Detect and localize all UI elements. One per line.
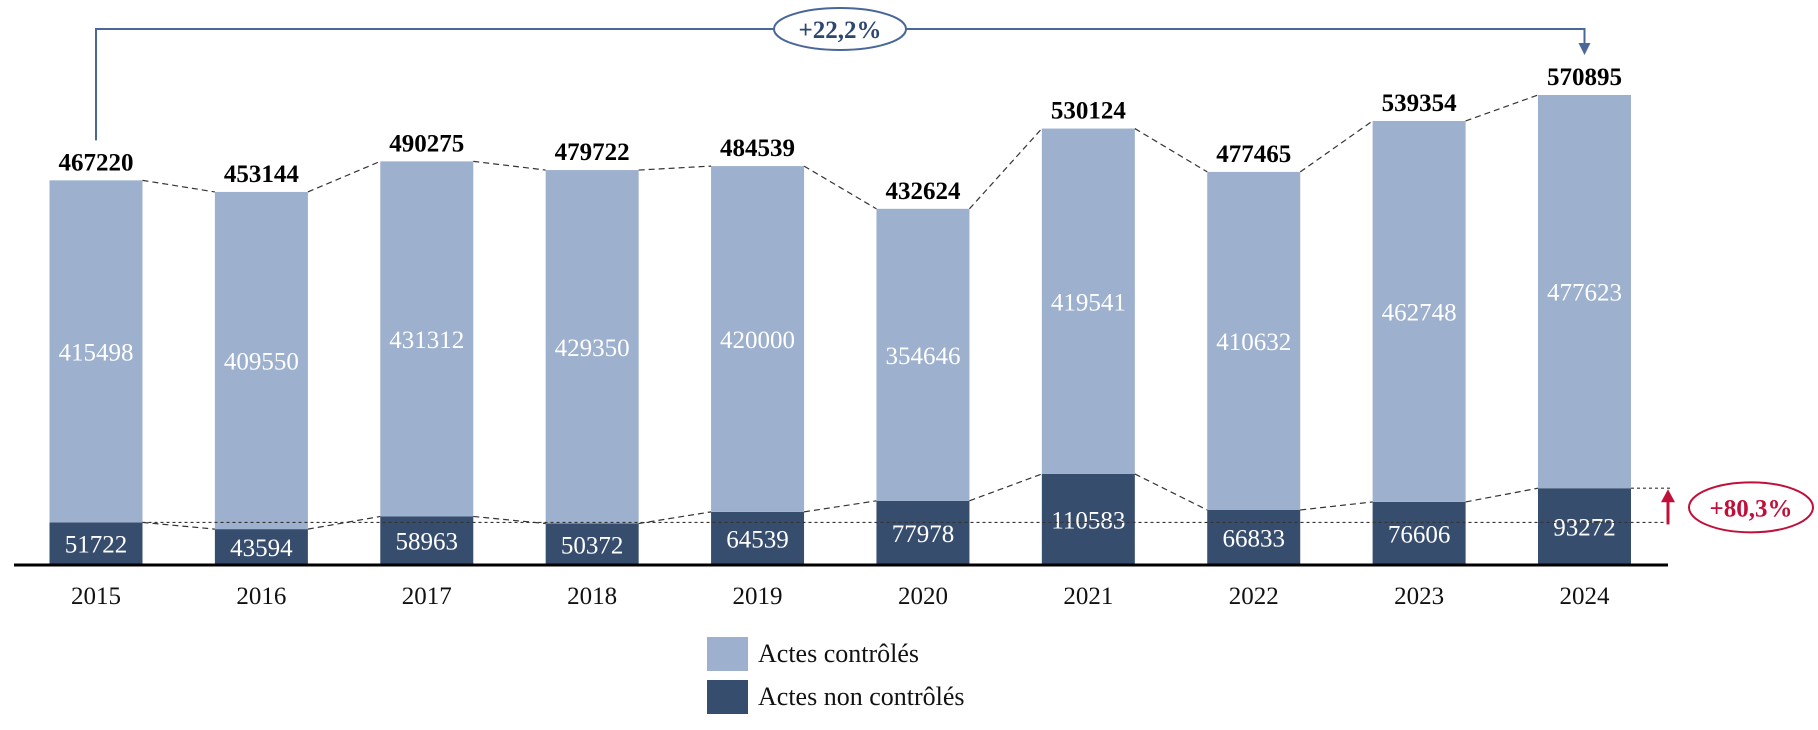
data-label-controlled-2017: 431312 (389, 327, 464, 354)
bar-controlled-2022 (1207, 171, 1301, 510)
total-label-2020: 432624 (885, 178, 961, 205)
bar-non-controlled-2016 (214, 529, 308, 565)
data-label-controlled-2015: 415498 (59, 339, 134, 366)
legend-item-non-controlled: Actes non contrôlés (707, 675, 965, 718)
data-label-controlled-2016: 409550 (224, 349, 299, 376)
total-connector-2015 (142, 179, 215, 193)
non-controlled-connector-2022 (1300, 501, 1373, 511)
legend-item-controlled: Actes contrôlés (707, 632, 965, 675)
non-controlled-connector-2021 (1134, 473, 1208, 511)
total-connector-2023 (1465, 94, 1539, 122)
legend-swatch-non-controlled (707, 679, 748, 714)
bar-controlled-2020 (876, 208, 970, 501)
data-label-non-controlled-2015: 51722 (65, 532, 128, 559)
non-controlled-connector-2023 (1465, 487, 1539, 503)
x-tick-label-2024: 2024 (1560, 583, 1611, 610)
bar-controlled-2019 (711, 166, 805, 512)
total-connector-2018 (638, 165, 712, 171)
data-label-non-controlled-2022: 66833 (1222, 525, 1285, 552)
data-label-controlled-2019: 420000 (720, 327, 795, 354)
growth-arrow-up-icon (1661, 489, 1675, 503)
x-tick-label-2023: 2023 (1394, 583, 1444, 610)
total-label-2017: 490275 (389, 130, 464, 157)
non-controlled-growth-label: +80,3% (1710, 495, 1793, 522)
bar-non-controlled-2017 (380, 516, 474, 565)
total-label-2015: 467220 (59, 149, 134, 176)
x-tick-label-2022: 2022 (1229, 583, 1279, 610)
data-label-controlled-2020: 354646 (885, 343, 960, 370)
legend-label-non-controlled: Actes non contrôlés (758, 681, 965, 711)
total-connector-2020 (969, 128, 1043, 210)
data-label-controlled-2021: 419541 (1051, 289, 1126, 316)
data-label-controlled-2018: 429350 (555, 335, 630, 362)
non-controlled-connector-2018 (638, 511, 712, 525)
x-tick-label-2015: 2015 (71, 583, 121, 610)
bar-non-controlled-2023 (1372, 501, 1466, 565)
data-label-controlled-2022: 410632 (1216, 329, 1291, 356)
bar-controlled-2021 (1041, 128, 1135, 474)
legend: Actes contrôlés Actes non contrôlés (707, 632, 965, 718)
bar-controlled-2015 (49, 180, 143, 523)
bar-non-controlled-2019 (711, 511, 805, 565)
data-label-controlled-2023: 462748 (1382, 299, 1457, 326)
total-growth-label: +22,2% (799, 17, 882, 44)
x-tick-label-2021: 2021 (1063, 583, 1113, 610)
data-label-non-controlled-2018: 50372 (561, 532, 624, 559)
data-label-non-controlled-2016: 43594 (230, 535, 293, 562)
x-tick-label-2020: 2020 (898, 583, 948, 610)
bar-controlled-2016 (214, 191, 308, 530)
bar-controlled-2017 (380, 161, 474, 517)
total-connector-2022 (1299, 120, 1373, 173)
arrow-down-icon (1578, 43, 1591, 55)
total-label-2022: 477465 (1216, 141, 1291, 168)
bar-non-controlled-2018 (545, 523, 639, 565)
total-label-2023: 539354 (1382, 90, 1458, 117)
bar-non-controlled-2021 (1041, 473, 1135, 565)
data-label-non-controlled-2021: 110583 (1051, 507, 1125, 534)
data-label-non-controlled-2019: 64539 (726, 526, 789, 553)
total-connector-2017 (473, 160, 546, 171)
bar-non-controlled-2022 (1207, 509, 1301, 565)
non-controlled-connector-2020 (969, 473, 1043, 502)
non-controlled-connector-2019 (803, 500, 877, 513)
data-label-non-controlled-2024: 93272 (1553, 515, 1616, 542)
data-label-non-controlled-2017: 58963 (396, 529, 459, 556)
bar-non-controlled-2015 (49, 522, 143, 565)
total-label-2018: 479722 (555, 139, 630, 166)
data-label-controlled-2024: 477623 (1547, 280, 1622, 307)
x-tick-label-2016: 2016 (236, 583, 286, 610)
legend-swatch-controlled (707, 636, 748, 671)
total-connector-2019 (803, 165, 877, 210)
data-label-non-controlled-2020: 77978 (892, 521, 955, 548)
total-growth-badge (773, 7, 907, 51)
total-label-2024: 570895 (1547, 64, 1622, 91)
non-controlled-growth-badge (1688, 481, 1814, 534)
data-label-non-controlled-2023: 76606 (1388, 521, 1451, 548)
x-tick-label-2017: 2017 (402, 583, 452, 610)
total-connector-2016 (307, 160, 381, 193)
legend-label-controlled: Actes contrôlés (758, 638, 920, 668)
x-tick-label-2019: 2019 (733, 583, 783, 610)
total-label-2016: 453144 (224, 161, 300, 188)
non-controlled-connector-2016 (307, 515, 381, 530)
bar-non-controlled-2024 (1538, 488, 1632, 565)
bar-controlled-2018 (545, 170, 639, 524)
bar-non-controlled-2020 (876, 500, 970, 565)
bar-controlled-2024 (1538, 95, 1632, 489)
x-tick-label-2018: 2018 (567, 583, 617, 610)
total-connector-2021 (1134, 128, 1208, 173)
total-label-2021: 530124 (1051, 98, 1127, 125)
bar-controlled-2023 (1372, 120, 1466, 502)
total-label-2019: 484539 (720, 135, 795, 162)
non-controlled-connector-2015 (142, 521, 215, 530)
